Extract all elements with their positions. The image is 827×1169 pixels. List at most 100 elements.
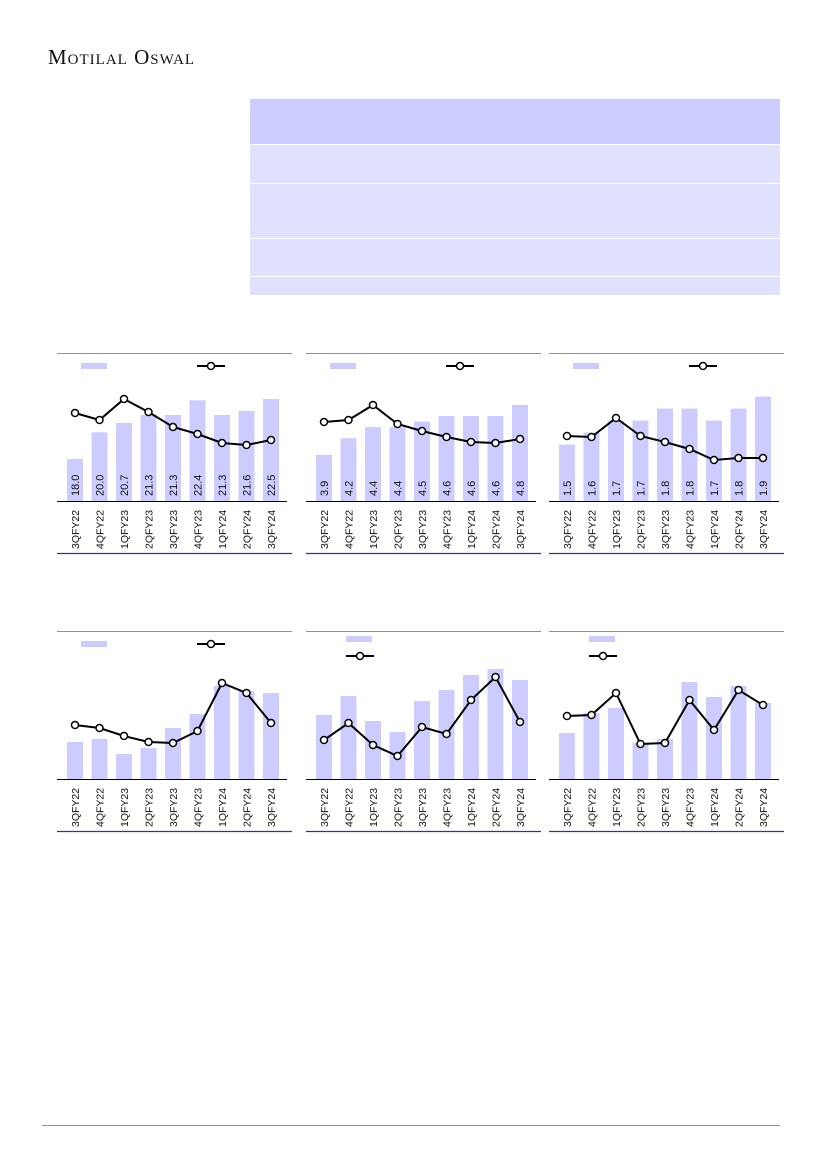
x-tick-label: 4QFY23	[193, 788, 205, 827]
line-point	[417, 426, 427, 436]
bar-value-label: 1.5	[562, 481, 574, 496]
line-point	[242, 688, 251, 698]
line-point	[466, 695, 476, 705]
x-tick-label: 1QFY24	[709, 510, 721, 549]
line-point	[611, 688, 621, 698]
legend-line-marker	[598, 651, 608, 661]
x-tick-label: 1QFY24	[217, 510, 229, 549]
bar	[755, 396, 771, 501]
x-tick-label: 2QFY23	[393, 510, 405, 549]
chart-5: 3QFY22 4QFY22 1QFY23 2QFY23 3QFY23 4QFY23 1QFY…	[306, 631, 541, 836]
legend-bar-swatch	[589, 636, 615, 642]
bar-value-label: 4.4	[393, 481, 405, 496]
legend-line-marker	[206, 361, 216, 371]
x-tick-label: 1QFY24	[217, 788, 229, 827]
bar	[414, 701, 430, 779]
bar-value-label: 18.0	[70, 475, 82, 496]
chart-svg: 3QFY22 4QFY22 1QFY23 2QFY23 3QFY23 4QFY23 1QFY…	[306, 631, 541, 833]
line-point	[344, 415, 353, 425]
bar	[365, 721, 381, 779]
x-tick-label: 3QFY24	[515, 788, 527, 827]
line-point	[562, 431, 572, 441]
bar-value-label: 4.6	[442, 481, 454, 496]
line-point	[660, 437, 670, 447]
summary-table	[250, 99, 780, 296]
bar	[755, 703, 771, 779]
bar-value-label: 1.7	[611, 481, 623, 496]
x-tick-label: 3QFY23	[660, 788, 672, 827]
x-tick-label: 4QFY22	[587, 510, 599, 549]
line-point	[491, 438, 500, 448]
x-tick-label: 2QFY23	[144, 788, 156, 827]
line-point	[758, 453, 768, 463]
chart-svg: 3QFY22 4QFY22 1QFY23 2QFY23 3QFY23 4QFY23 1QFY…	[549, 631, 784, 833]
bar	[730, 686, 747, 779]
bar	[67, 742, 83, 779]
line-point	[70, 408, 80, 418]
bar-value-label: 1.7	[636, 481, 648, 496]
bar	[657, 739, 673, 779]
bar	[140, 748, 157, 779]
line-point	[709, 455, 719, 465]
line-point	[636, 739, 645, 749]
x-tick-label: 3QFY23	[417, 510, 429, 549]
line-point	[685, 695, 694, 705]
chart-svg: 18.0 3QFY22 20.0 4QFY22 20.7 1QFY23 21.3 2QFY23…	[57, 353, 292, 555]
bar	[608, 708, 624, 779]
bar	[316, 715, 332, 779]
x-tick-label: 3QFY22	[319, 510, 331, 549]
bar	[91, 432, 108, 501]
line-point	[611, 413, 621, 423]
bar-value-label: 4.6	[466, 481, 478, 496]
line-point	[168, 738, 178, 748]
x-tick-label: 3QFY22	[562, 510, 574, 549]
x-tick-label: 2QFY23	[636, 510, 648, 549]
bar	[214, 686, 230, 779]
bar-value-label: 1.7	[709, 481, 721, 496]
legend-line-marker	[355, 651, 365, 661]
chart-svg: 1.5 3QFY22 1.6 4QFY22 1.7 1QFY23 1.7 2QFY23 1.8 3…	[549, 353, 784, 555]
line-point	[193, 726, 202, 736]
line-point	[144, 737, 153, 747]
line-point	[95, 723, 104, 733]
line-point	[217, 678, 227, 688]
legend-bar-swatch	[81, 363, 107, 369]
x-tick-label: 1QFY24	[466, 510, 478, 549]
line-point	[266, 718, 276, 728]
chart-2: 3.9 3QFY22 4.2 4QFY22 4.4 1QFY23 4.4 2QFY23 4.5 3…	[306, 353, 541, 558]
legend-bar-swatch	[330, 363, 356, 369]
legend-bar-swatch	[346, 636, 372, 642]
bar-value-label: 4.2	[344, 481, 356, 496]
x-tick-label: 4QFY22	[95, 788, 107, 827]
x-tick-label: 1QFY23	[611, 788, 623, 827]
x-tick-label: 4QFY23	[442, 788, 454, 827]
x-tick-label: 1QFY23	[368, 788, 380, 827]
line-point	[515, 434, 525, 444]
bar	[189, 714, 206, 779]
bar	[487, 416, 504, 501]
line-point	[193, 429, 202, 439]
bar-value-label: 3.9	[319, 481, 331, 496]
bar-value-label: 20.0	[95, 475, 107, 496]
table-row	[250, 277, 780, 296]
x-tick-label: 2QFY24	[491, 788, 503, 827]
line-point	[266, 435, 276, 445]
line-point	[368, 740, 378, 750]
bar-value-label: 1.6	[587, 481, 599, 496]
line-point	[319, 417, 329, 427]
x-tick-label: 4QFY22	[587, 788, 599, 827]
x-tick-label: 2QFY23	[144, 510, 156, 549]
bar	[389, 427, 406, 501]
bar-value-label: 22.4	[193, 475, 205, 496]
line-point	[734, 453, 743, 463]
footer-divider	[42, 1125, 780, 1126]
x-tick-label: 3QFY22	[70, 788, 82, 827]
bar	[608, 420, 624, 501]
line-point	[709, 725, 719, 735]
x-tick-label: 2QFY24	[242, 788, 254, 827]
x-tick-label: 1QFY24	[466, 788, 478, 827]
x-tick-label: 3QFY24	[758, 788, 770, 827]
line-point	[758, 700, 768, 710]
bar-value-label: 21.3	[217, 475, 229, 496]
line-point	[119, 731, 129, 741]
